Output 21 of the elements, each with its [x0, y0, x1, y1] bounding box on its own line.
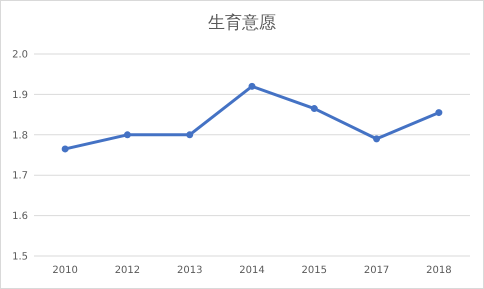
- point: [62, 145, 69, 152]
- point: [435, 109, 442, 116]
- point: [248, 82, 256, 90]
- y-tick-label: 2.0: [12, 50, 28, 60]
- y-tick-label: 1.8: [12, 130, 28, 142]
- y-tick-label: 1.5: [12, 252, 28, 262]
- x-tick-label: 2012: [114, 265, 140, 276]
- point: [373, 135, 380, 142]
- x-tick-label: 2013: [176, 265, 202, 276]
- x-tick-label: 2017: [364, 265, 390, 276]
- x-tick-label: 2015: [302, 265, 328, 276]
- chart-title: 生育意愿: [208, 13, 276, 33]
- x-tick-label: 2010: [52, 265, 78, 276]
- y-tick-label: 1.7: [12, 170, 28, 182]
- point: [310, 105, 318, 112]
- x-tick-label: 2014: [239, 265, 265, 276]
- point: [186, 131, 194, 138]
- y-tick-label: 1.6: [12, 211, 28, 222]
- y-tick-label: 1.9: [12, 90, 28, 101]
- point: [124, 131, 131, 138]
- x-tick-label: 2018: [426, 265, 452, 276]
